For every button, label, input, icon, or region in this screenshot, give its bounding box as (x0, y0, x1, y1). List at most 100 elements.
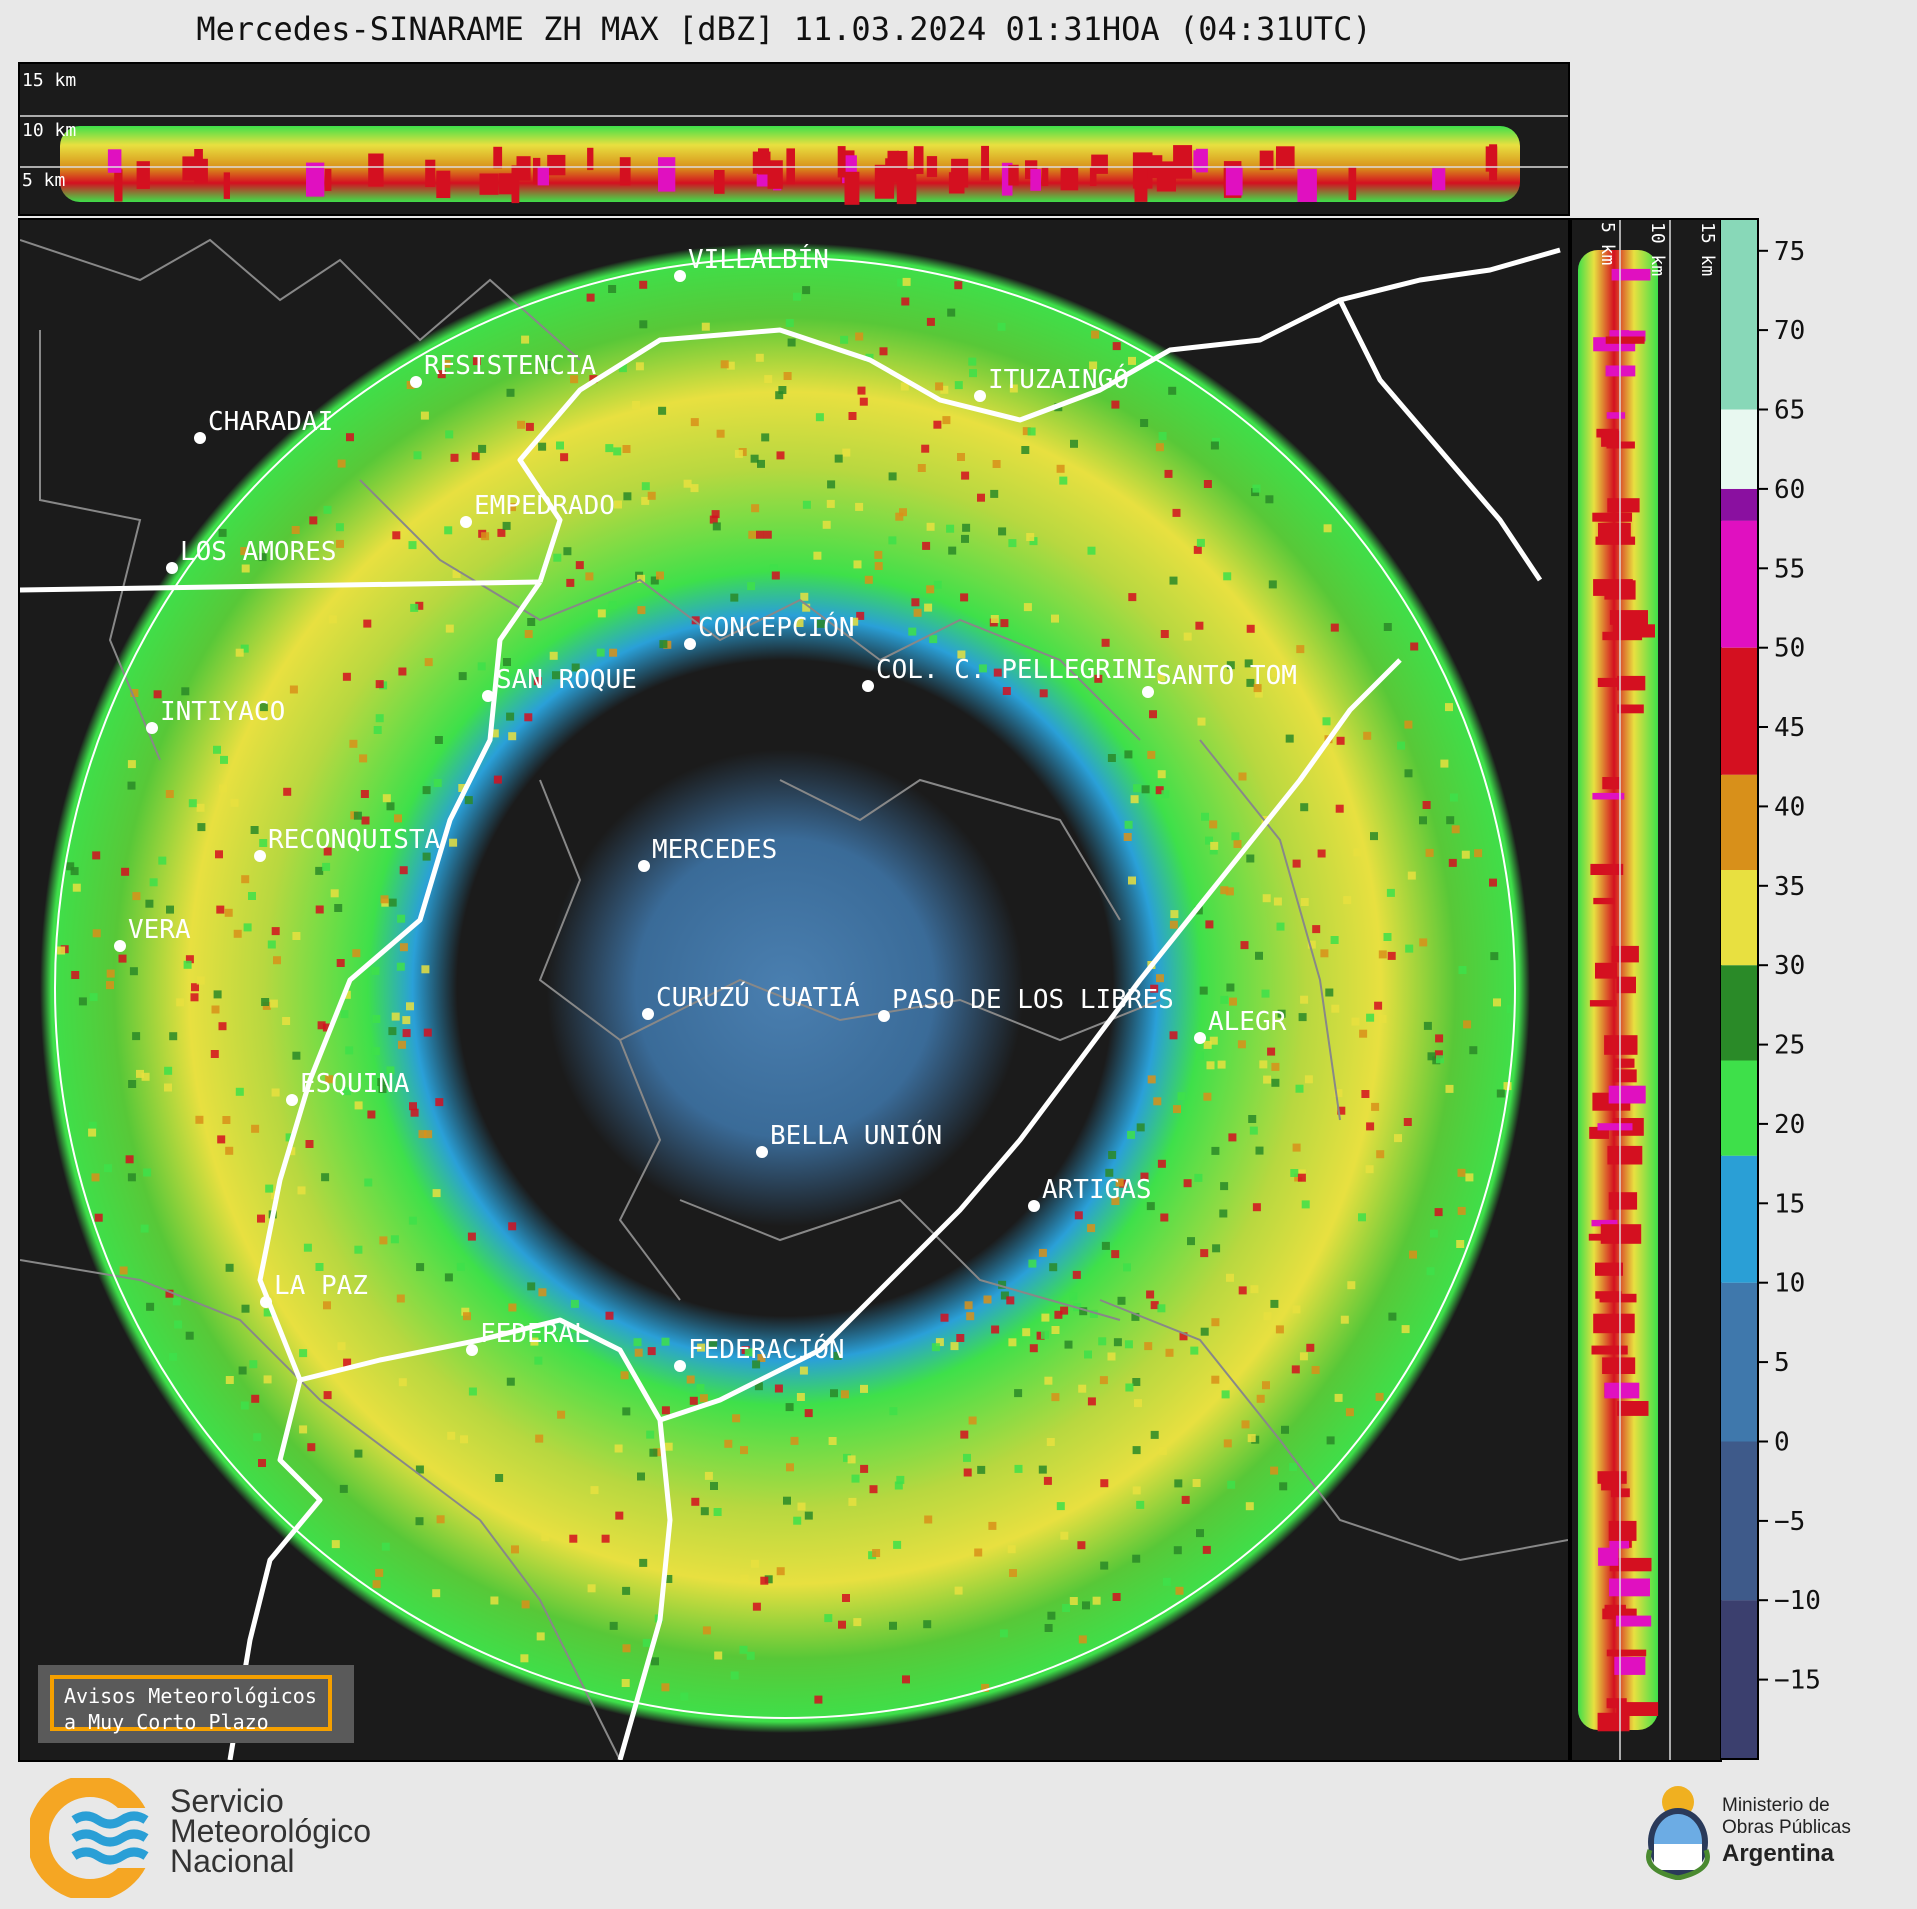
location-dot (674, 1360, 686, 1372)
location-3: ITUZAINGÓ (974, 363, 1129, 402)
location-1: RESISTENCIA (410, 351, 597, 388)
location-label: INTIYACO (160, 697, 285, 727)
location-8: COL. C. PELLEGRINI (862, 655, 1158, 692)
location-14: CURUZÚ CUATIÁ (642, 981, 860, 1020)
location-label: CHARADAI (208, 407, 333, 437)
location-7: SAN ROQUE (482, 665, 637, 702)
colorbar-tick-label: 10 (1774, 1269, 1805, 1299)
colorbar-swatch-2 (1720, 1282, 1758, 1442)
colorbar-swatch-10 (1720, 488, 1758, 521)
location-markers: VILLALBÍN RESISTENCIA CHARADAI ITUZAINGÓ EMP… (114, 243, 1297, 1372)
colorbar-swatch-5 (1720, 965, 1758, 1061)
location-dot (194, 432, 206, 444)
colorbar: 75 70 65 60 55 50 45 40 35 30 25 20 15 10 5 0 −5 −10 −15 (1719, 218, 1917, 1760)
colorbar-swatch-8 (1720, 647, 1758, 775)
ministry-logo: Ministerio de Obras Públicas Argentina (1640, 1780, 1851, 1884)
side-label-10km: 10 km (1647, 222, 1668, 276)
colorbar-swatch-3 (1720, 1155, 1758, 1283)
colorbar-swatch-12 (1720, 219, 1758, 410)
location-13: VERA (114, 915, 191, 952)
top-label-5km: 5 km (22, 170, 65, 191)
location-label: COL. C. PELLEGRINI (876, 655, 1158, 685)
province-boundaries (19, 238, 1569, 1761)
location-18: BELLA UNIÓN (756, 1119, 942, 1158)
location-label: BELLA UNIÓN (770, 1119, 942, 1151)
top-label-10km: 10 km (22, 120, 76, 141)
location-label: LA PAZ (274, 1271, 368, 1301)
location-label: SANTO TOM (1156, 661, 1297, 691)
location-dot (756, 1146, 768, 1158)
location-10: INTIYACO (146, 697, 285, 734)
location-5: LOS AMORES (166, 537, 337, 574)
location-label: CURUZÚ CUATIÁ (656, 981, 860, 1013)
location-21: FEDERAL (466, 1319, 590, 1356)
colorbar-tick-label: 45 (1774, 713, 1805, 743)
country-borders (19, 247, 1561, 1761)
colorbar-tick-label: −5 (1774, 1507, 1805, 1537)
location-dot (460, 516, 472, 528)
colorbar-tick-label: 65 (1774, 396, 1805, 426)
ministry-text: Ministerio de Obras Públicas Argentina (1722, 1795, 1917, 1869)
side-label-5km: 5 km (1597, 222, 1618, 265)
location-label: FEDERAL (480, 1319, 590, 1349)
range-ring (54, 257, 1516, 1719)
location-label: FEDERACIÓN (688, 1333, 845, 1365)
colorbar-tick-label: 30 (1774, 951, 1805, 981)
ministry-line-3: Argentina (1722, 1840, 1835, 1867)
smn-logo: Servicio Meteorológico Nacional (27, 1775, 371, 1902)
location-dot (410, 376, 422, 388)
colorbar-tick-label: 5 (1774, 1348, 1790, 1378)
location-19: ARTIGAS (1028, 1175, 1152, 1212)
argentina-coat-of-arms-icon (1646, 1786, 1710, 1881)
colorbar-tick-label: 70 (1774, 316, 1805, 346)
warning-box-inner[interactable]: Avisos Meteorológicos a Muy Corto Plazo (50, 1675, 332, 1734)
location-dot (674, 270, 686, 282)
radar-map-svg: VILLALBÍN RESISTENCIA CHARADAI ITUZAINGÓ EMP… (19, 238, 1569, 1761)
location-dot (862, 680, 874, 692)
warning-line-1: Avisos Meteorológicos (64, 1684, 317, 1708)
smn-logo-text: Servicio Meteorológico Nacional (170, 1783, 430, 1879)
location-17: ESQUINA (286, 1069, 410, 1106)
location-label: CONCEPCIÓN (698, 611, 855, 643)
location-9: SANTO TOM (1142, 661, 1297, 698)
colorbar-tick-label: −15 (1774, 1666, 1821, 1696)
radar-map[interactable]: VILLALBÍN RESISTENCIA CHARADAI ITUZAINGÓ EMP… (18, 218, 1570, 1762)
colorbar-swatch-1 (1720, 1441, 1758, 1601)
location-label: ALEGR (1208, 1007, 1287, 1037)
location-dot (1028, 1200, 1040, 1212)
warning-box[interactable]: Avisos Meteorológicos a Muy Corto Plazo (38, 1665, 354, 1743)
location-2: CHARADAI (194, 407, 333, 444)
location-15: PASO DE LOS LIBRES (878, 985, 1174, 1022)
colorbar-swatch-6 (1720, 869, 1758, 966)
top-label-15km: 15 km (22, 70, 76, 91)
location-11: MERCEDES (638, 835, 777, 872)
smn-line-1: Servicio (170, 1783, 284, 1819)
location-label: RESISTENCIA (424, 351, 597, 381)
location-0: VILLALBÍN (674, 243, 829, 282)
location-label: ESQUINA (300, 1069, 410, 1099)
location-dot (286, 1094, 298, 1106)
colorbar-tick-label: 60 (1774, 475, 1805, 505)
side-cross-section-panel: 5 km 10 km 15 km (1570, 218, 1722, 1762)
location-dot (1194, 1032, 1206, 1044)
location-label: VERA (128, 915, 191, 945)
colorbar-tick-label: −10 (1774, 1586, 1821, 1616)
location-dot (878, 1010, 890, 1022)
location-dot (684, 638, 696, 650)
location-dot (1142, 686, 1154, 698)
smn-line-3: Nacional (170, 1843, 295, 1879)
location-6: CONCEPCIÓN (684, 611, 855, 650)
colorbar-swatches (1720, 219, 1758, 1759)
smn-line-2: Meteorológico (170, 1813, 371, 1849)
location-dot (638, 860, 650, 872)
radar-echo-field (40, 243, 1530, 1733)
colorbar-tick-label: 15 (1774, 1189, 1805, 1219)
location-label: LOS AMORES (180, 537, 337, 567)
map-title: Mercedes-SINARAME ZH MAX [dBZ] 11.03.202… (196, 10, 1372, 48)
colorbar-tick-label: 25 (1774, 1031, 1805, 1061)
location-dot (482, 690, 494, 702)
colorbar-frame (1719, 218, 1759, 1760)
location-label: EMPEDRADO (474, 491, 615, 521)
colorbar-tick-label: 40 (1774, 792, 1805, 822)
